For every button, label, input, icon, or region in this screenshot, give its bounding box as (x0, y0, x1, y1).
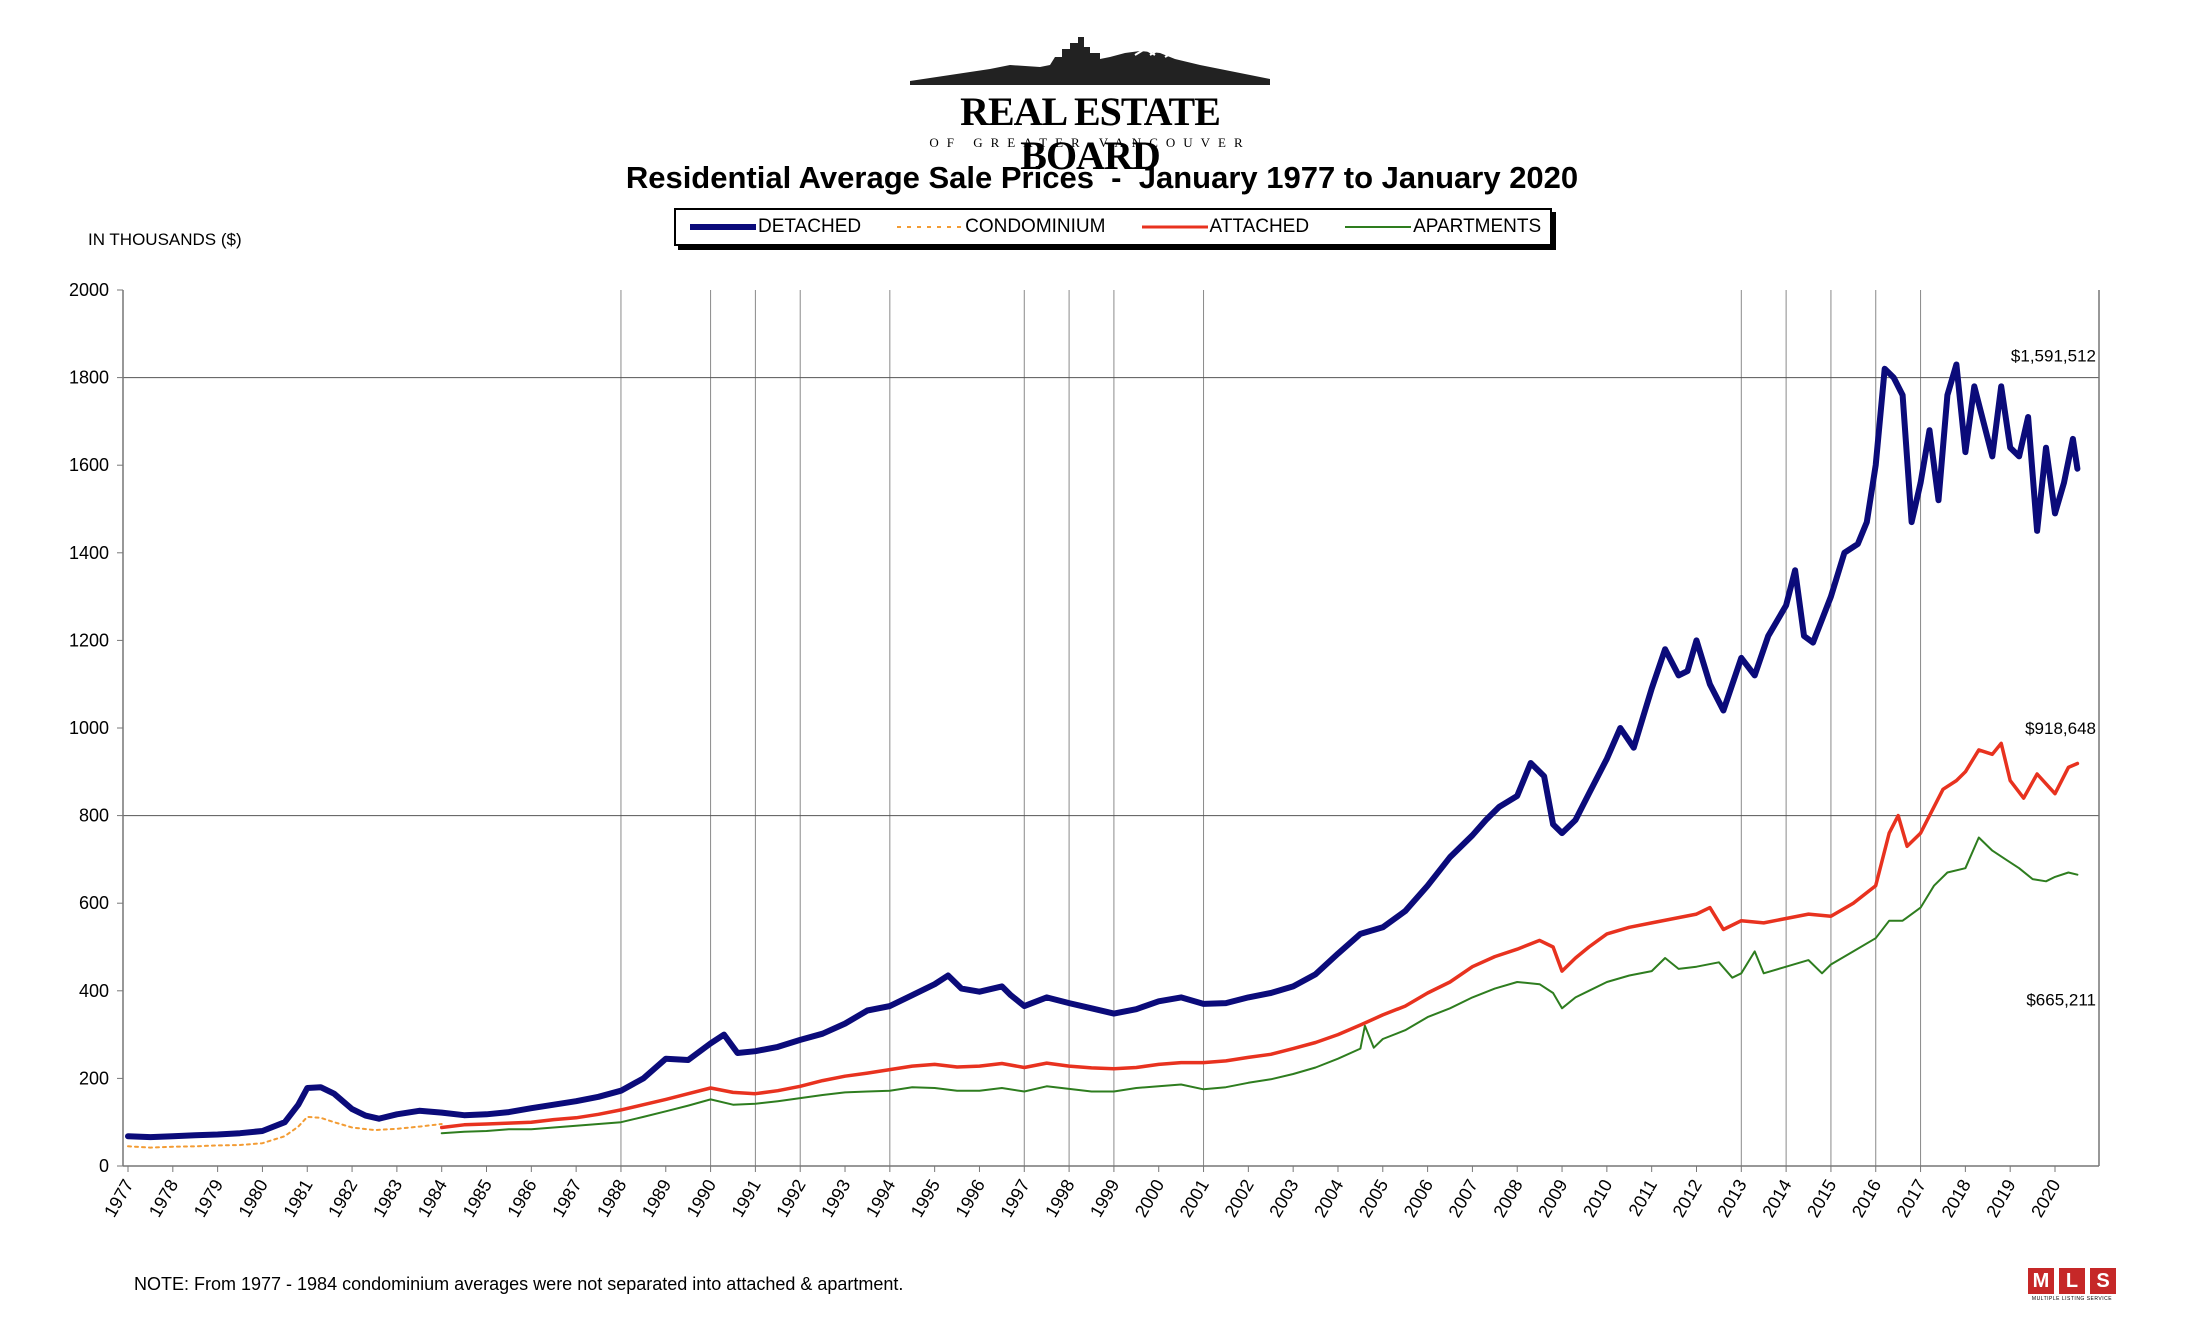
x-tick-label: 2001 (1176, 1176, 1213, 1221)
legend-label: ATTACHED (1209, 216, 1310, 237)
y-tick-label: 800 (79, 806, 109, 826)
y-tick-label: 600 (79, 893, 109, 913)
series-line-attached (439, 741, 2080, 1130)
legend-item-condominium: CONDOMINIUM (895, 216, 1106, 238)
mls-tagline: MULTIPLE LISTING SERVICE (2031, 1296, 2113, 1302)
x-tick-label: 2012 (1669, 1176, 1706, 1221)
series-line-apartments (440, 836, 2079, 1135)
x-tick-label: 2015 (1803, 1176, 1840, 1221)
legend-label: APARTMENTS (1413, 216, 1542, 237)
y-tick-label: 1000 (69, 718, 109, 738)
x-tick-label: 1994 (862, 1176, 899, 1221)
value-annotation: $1,591,512 (2011, 347, 2096, 366)
x-tick-label: 1995 (907, 1176, 944, 1221)
x-tick-label: 2020 (2027, 1176, 2064, 1221)
legend-label: CONDOMINIUM (965, 216, 1106, 237)
org-name: REAL ESTATE BOARD (960, 89, 1221, 178)
y-tick-label: 1200 (69, 630, 109, 650)
x-tick-label: 1977 (100, 1176, 137, 1221)
legend-swatch (690, 224, 756, 230)
x-tick-label: 1996 (952, 1176, 989, 1221)
x-tick-label: 1997 (996, 1176, 1033, 1221)
x-tick-label: 2018 (1937, 1176, 1974, 1221)
mls-logo: M L S MULTIPLE LISTING SERVICE (2026, 1268, 2118, 1304)
x-tick-label: 2010 (1579, 1176, 1616, 1221)
value-annotation: $918,648 (2025, 719, 2096, 738)
x-tick-label: 1982 (324, 1176, 361, 1221)
x-tick-label: 1989 (638, 1176, 675, 1221)
x-tick-label: 2019 (1982, 1176, 2019, 1221)
x-tick-label: 1990 (683, 1176, 720, 1221)
x-tick-label: 1985 (459, 1176, 496, 1221)
y-tick-label: 1400 (69, 543, 109, 563)
legend-item-attached: ATTACHED (1140, 216, 1310, 238)
value-annotation: $665,211 (2026, 991, 2096, 1010)
y-tick-label: 0 (99, 1156, 109, 1176)
chart-legend: DETACHED CONDOMINIUM ATTACHED APARTMENTS (674, 208, 1552, 246)
mls-letter-l: L (2059, 1268, 2085, 1294)
board-logo: REAL ESTATE BOARD OF GREATER VANCOUVER (900, 35, 1280, 178)
footnote: NOTE: From 1977 - 1984 condominium avera… (134, 1274, 904, 1294)
x-tick-label: 2004 (1310, 1176, 1347, 1221)
series-line-detached (125, 361, 2081, 1141)
x-tick-label: 2013 (1713, 1176, 1750, 1221)
chart-title: Residential Average Sale Prices - Januar… (625, 160, 1579, 195)
y-tick-label: 400 (79, 981, 109, 1001)
mls-letter-m: M (2028, 1268, 2054, 1294)
x-tick-label: 1998 (1041, 1176, 1078, 1221)
x-tick-label: 1988 (593, 1176, 630, 1221)
mls-letter-s: S (2090, 1268, 2116, 1294)
x-tick-label: 2005 (1355, 1176, 1392, 1221)
org-subname: OF GREATER VANCOUVER (929, 135, 1251, 150)
x-tick-label: 2002 (1220, 1176, 1257, 1221)
x-tick-label: 2017 (1893, 1176, 1930, 1221)
x-tick-label: 2011 (1624, 1176, 1661, 1220)
legend-swatch (1345, 226, 1412, 228)
skyline-icon (910, 37, 1270, 85)
y-tick-label: 200 (79, 1068, 109, 1088)
x-tick-label: 2007 (1445, 1176, 1482, 1221)
x-tick-label: 2006 (1400, 1176, 1437, 1221)
x-tick-label: 1978 (145, 1176, 182, 1221)
x-tick-label: 2016 (1848, 1176, 1885, 1221)
legend-label: DETACHED (758, 216, 862, 237)
legend-item-apartments: APARTMENTS (1343, 216, 1541, 238)
x-tick-label: 2014 (1758, 1176, 1795, 1221)
x-tick-label: 1999 (1086, 1176, 1123, 1221)
x-tick-label: 2003 (1265, 1176, 1302, 1221)
x-tick-label: 1984 (414, 1176, 451, 1221)
x-tick-label: 2009 (1534, 1176, 1571, 1221)
y-tick-label: 1800 (69, 368, 109, 388)
series-line-condominium (127, 1115, 443, 1149)
x-tick-label: 1979 (190, 1176, 227, 1221)
x-tick-label: 2008 (1489, 1176, 1526, 1221)
x-tick-label: 1983 (369, 1176, 406, 1221)
legend-swatch (1141, 225, 1208, 229)
y-tick-label: 1600 (69, 455, 109, 475)
x-tick-label: 1981 (279, 1176, 316, 1221)
x-tick-label: 1986 (503, 1176, 540, 1221)
legend-swatch (897, 226, 964, 228)
y-tick-label: 2000 (69, 280, 109, 300)
x-tick-label: 1987 (548, 1176, 585, 1221)
legend-item-detached: DETACHED (688, 216, 861, 238)
x-tick-label: 2000 (1131, 1176, 1168, 1221)
x-tick-label: 1992 (772, 1176, 809, 1221)
x-tick-label: 1980 (235, 1176, 272, 1221)
x-tick-label: 1993 (817, 1176, 854, 1221)
y-axis-units-label: IN THOUSANDS ($) (88, 230, 242, 249)
x-tick-label: 1991 (728, 1176, 765, 1221)
